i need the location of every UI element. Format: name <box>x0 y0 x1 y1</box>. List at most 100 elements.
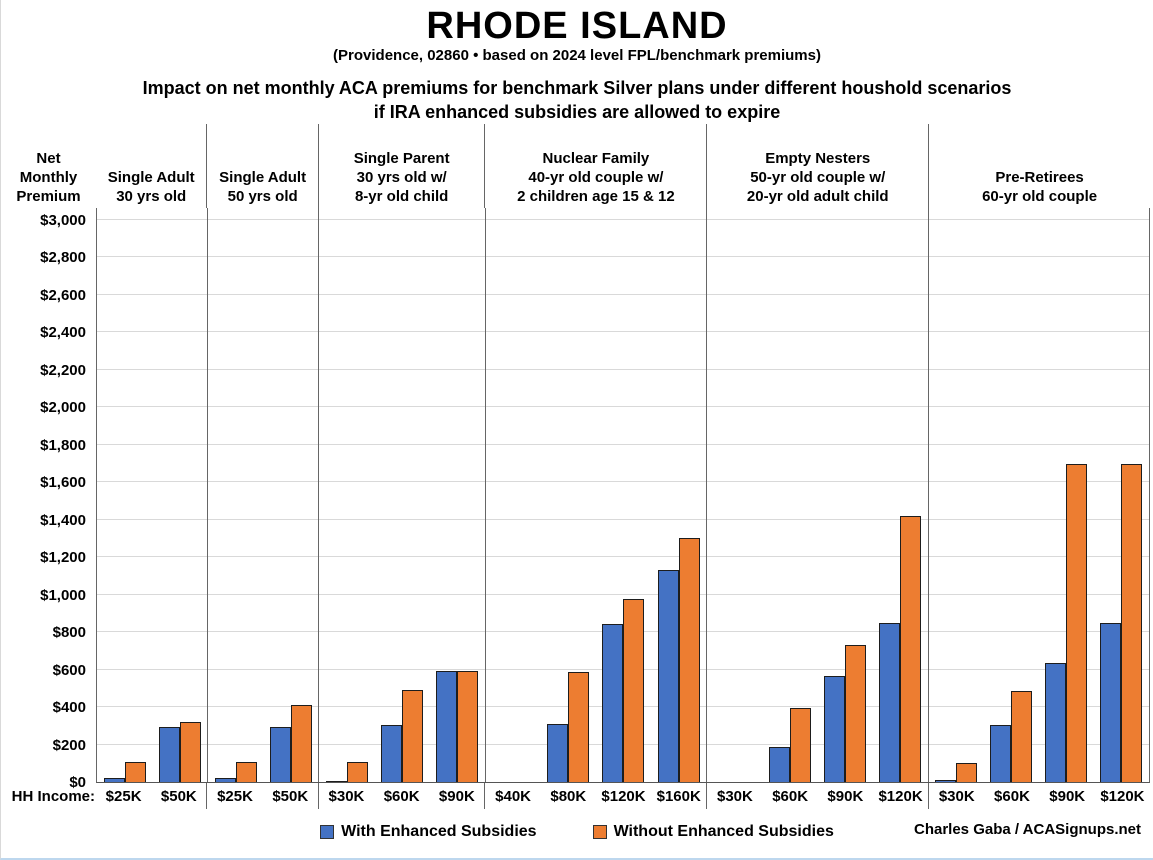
chart: Net Monthly Premium Single Adult 30 yrs o… <box>1 124 1153 809</box>
bar-pair <box>935 763 978 782</box>
bar-with-subsidies <box>214 778 236 782</box>
plot-group <box>927 208 1149 782</box>
bar-group-cell <box>707 208 762 782</box>
legend-item-with-subsidies: With Enhanced Subsidies <box>320 823 537 841</box>
bar-pair <box>1045 464 1088 782</box>
bar-pair <box>103 762 146 782</box>
income-label-group: $40K $80K $120K $160K <box>484 783 706 809</box>
scenario-header: Single Parent 30 yrs old w/8-yr old child <box>317 124 485 208</box>
y-tick-label: $1,000 <box>40 586 86 604</box>
page-subtitle: (Providence, 02860 • based on 2024 level… <box>333 47 821 64</box>
legend-swatch-orange-icon <box>592 825 607 839</box>
gridline <box>97 368 1149 370</box>
legend-label: With Enhanced Subsidies <box>341 823 537 840</box>
bar-with-subsidies <box>879 622 901 782</box>
scenario-header-line: Single Parent <box>353 150 450 167</box>
income-label: $80K <box>550 787 587 805</box>
y-axis-title: Net Monthly Premium <box>1 124 96 208</box>
bar-with-subsidies <box>381 724 403 782</box>
y-axis-ticks: $0 $200 $400 $600 $800 $1,000 $1,200 $1,400 $1,6… <box>1 208 96 791</box>
bar-pair <box>657 538 700 782</box>
gridline <box>97 219 1149 220</box>
bar-pair <box>990 691 1033 782</box>
bar-group-cell <box>596 208 651 782</box>
plot-group <box>318 208 484 782</box>
bar-pair <box>879 516 922 782</box>
bar-without-subsidies <box>844 645 866 782</box>
income-label: $160K <box>656 787 701 805</box>
scenario-header: Nuclear Family 40-yr old couple w/2 child… <box>484 124 706 208</box>
legend-label: Without Enhanced Subsidies <box>613 823 834 840</box>
bar-with-subsidies <box>325 780 347 782</box>
income-label-group: $25K $50K <box>206 783 317 809</box>
legend-swatch-blue-icon <box>320 825 335 839</box>
bar-with-subsidies <box>657 570 679 782</box>
income-label: $90K <box>1049 787 1086 805</box>
bar-with-subsidies <box>103 778 125 782</box>
income-label: $60K <box>383 787 420 805</box>
scenario-header-line: 2 children age 15 & 12 <box>517 188 675 205</box>
bar-pair <box>436 671 479 782</box>
income-label: $25K <box>217 787 253 805</box>
gridline <box>97 293 1149 295</box>
bar-without-subsidies <box>179 722 201 782</box>
bar-group-cell <box>152 208 207 782</box>
bar-pair <box>381 690 424 782</box>
x-label-row: HH Income: $25K $50K $25K $50K $30K $60K $90K $… <box>1 783 1150 809</box>
bar-with-subsidies <box>436 671 458 782</box>
scenario-header-line: 20-yr old adult child <box>746 188 889 205</box>
bar-group-cell <box>817 208 872 782</box>
bar-group-cell <box>1039 208 1094 782</box>
bar-with-subsidies <box>1045 663 1067 782</box>
bar-without-subsidies <box>1011 691 1033 782</box>
scenario-header-line: 50 yrs old <box>227 188 298 205</box>
bar-pair <box>269 705 312 782</box>
x-axis-title: HH Income: <box>11 787 95 805</box>
y-axis-title-cell: Net Monthly Premium <box>1 124 96 208</box>
page-title: RHODE ISLAND <box>426 5 728 47</box>
bar-pair <box>158 722 201 782</box>
income-label: $120K <box>601 787 646 805</box>
gridline <box>97 443 1149 445</box>
scenario-header-line: Single Adult <box>219 169 307 186</box>
scenario-header-line: 30 yrs old <box>116 188 187 205</box>
y-tick-label: $1,400 <box>40 511 86 529</box>
y-tick-label: $200 <box>52 736 86 754</box>
y-tick-label: $2,600 <box>40 286 86 304</box>
bar-pair <box>602 599 645 782</box>
bar-without-subsidies <box>457 671 479 782</box>
income-label: $60K <box>772 787 809 805</box>
income-label: $40K <box>495 787 531 805</box>
bar-without-subsidies <box>1121 464 1143 782</box>
income-label: $120K <box>878 787 923 805</box>
scenario-header-line: 60-yr old couple <box>982 188 1098 205</box>
scenario-header: Empty Nesters 50-yr old couple w/20-yr ol… <box>706 124 928 208</box>
y-tick-label: $600 <box>52 661 86 679</box>
bar-without-subsidies <box>678 538 700 782</box>
y-tick-label: $1,600 <box>40 474 86 492</box>
y-tick-label: $2,000 <box>40 399 86 417</box>
bar-without-subsidies <box>956 763 978 782</box>
credit-text: Charles Gaba / ACASignups.net <box>914 821 1141 838</box>
bar-group-cell <box>762 208 817 782</box>
income-label: $90K <box>827 787 864 805</box>
y-tick-label: $0 <box>69 774 86 791</box>
bar-group-cell <box>1094 208 1149 782</box>
bar-without-subsidies <box>235 762 257 782</box>
income-label: $30K <box>716 787 753 805</box>
bar-with-subsidies <box>158 726 180 782</box>
bar-group-cell <box>97 208 152 782</box>
bar-with-subsidies <box>935 780 957 782</box>
bar-with-subsidies <box>602 623 624 782</box>
bar-without-subsidies <box>789 708 811 782</box>
bar-without-subsidies <box>568 672 590 782</box>
gridline <box>97 256 1149 258</box>
scenario-header: Single Adult 30 yrs old <box>96 124 206 208</box>
gridline <box>97 406 1149 408</box>
bar-group-cell <box>375 208 430 782</box>
plot-row: $0 $200 $400 $600 $800 $1,000 $1,200 $1,400 $1,6… <box>1 208 1150 791</box>
bar-group-cell <box>319 208 374 782</box>
income-label: $30K <box>328 787 365 805</box>
scenario-header-line: 50-yr old couple w/ <box>750 169 886 186</box>
